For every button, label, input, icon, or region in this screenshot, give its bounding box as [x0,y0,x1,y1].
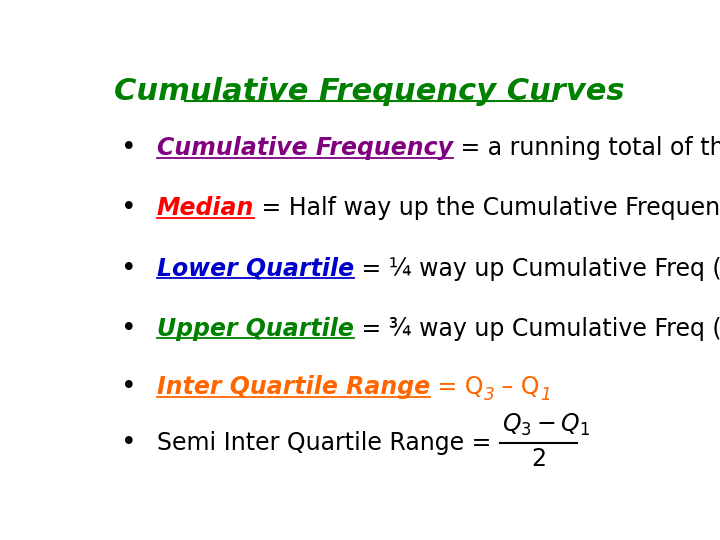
Text: = a running total of the data: = a running total of the data [453,136,720,160]
Text: $\mathit{Q_3 - Q_1}$: $\mathit{Q_3 - Q_1}$ [502,412,590,438]
Text: 3: 3 [484,386,495,404]
Text: $\mathit{2}$: $\mathit{2}$ [531,447,545,471]
Text: •: • [121,195,137,221]
Text: – Q: – Q [495,375,540,399]
Text: •: • [121,374,137,400]
Text: Lower Quartile: Lower Quartile [157,256,354,281]
Text: Upper Quartile: Upper Quartile [157,317,354,341]
Text: = ¼ way up Cumulative Freq (Q: = ¼ way up Cumulative Freq (Q [354,256,720,281]
Text: = ¾ way up Cumulative Freq (Q: = ¾ way up Cumulative Freq (Q [354,317,720,341]
Text: Cumulative Frequency: Cumulative Frequency [157,136,453,160]
Text: Semi Inter Quartile Range =: Semi Inter Quartile Range = [157,431,499,455]
Text: •: • [121,430,137,456]
Text: •: • [121,316,137,342]
Text: Median: Median [157,196,254,220]
Text: •: • [121,135,137,161]
Text: Cumulative Frequency Curves: Cumulative Frequency Curves [114,77,624,106]
Text: = Half way up the Cumulative Frequency (Q: = Half way up the Cumulative Frequency (… [254,196,720,220]
Text: Inter Quartile Range: Inter Quartile Range [157,375,430,399]
Text: •: • [121,255,137,281]
Text: = Q: = Q [430,375,484,399]
Text: 1: 1 [540,386,551,404]
